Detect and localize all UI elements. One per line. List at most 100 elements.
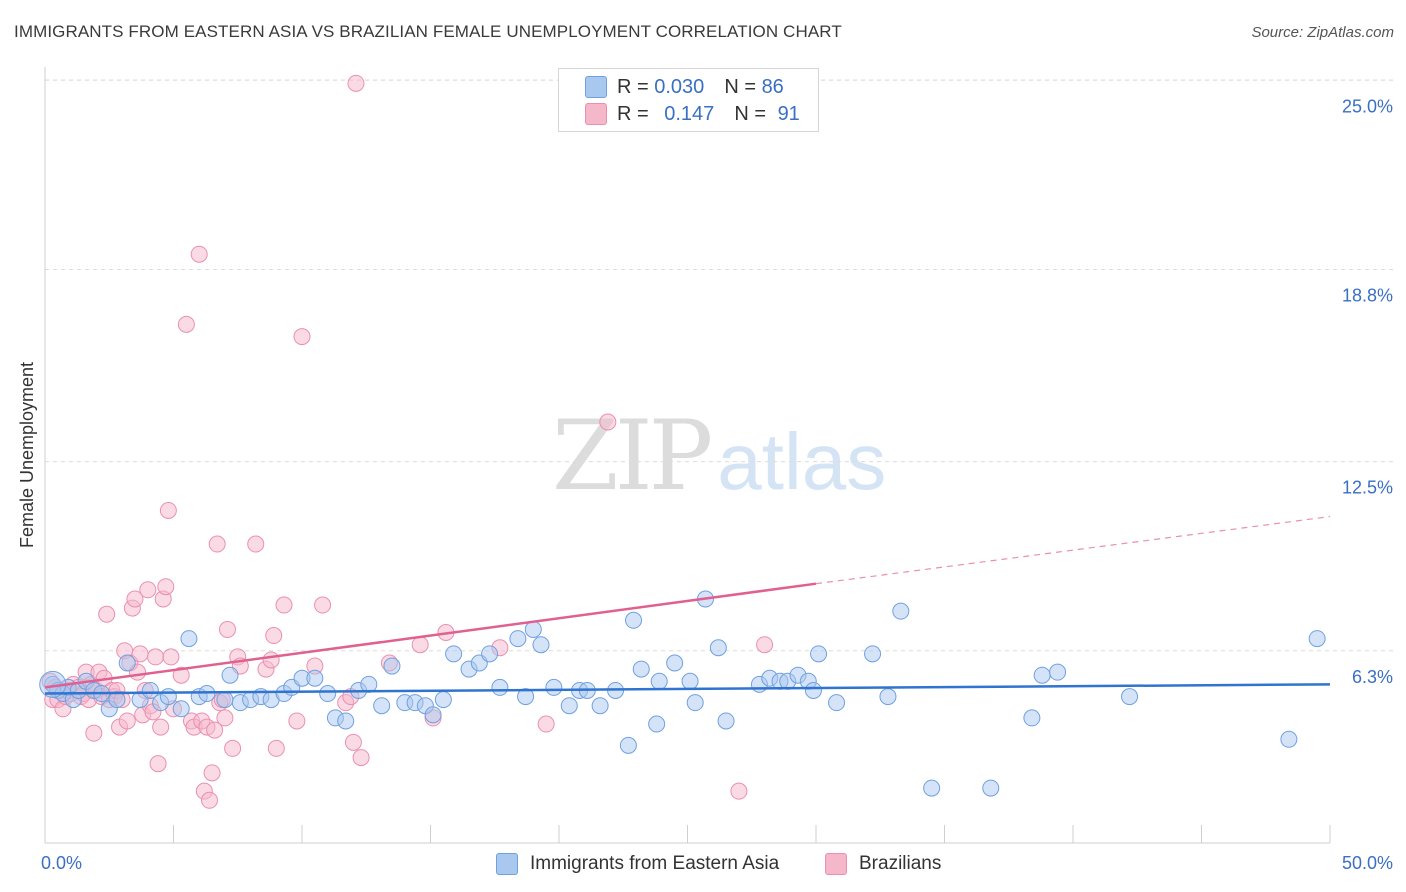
bottom-legend-eastern-asia: Immigrants from Eastern Asia [496, 851, 779, 877]
bottom-legend-label: Immigrants from Eastern Asia [530, 853, 780, 874]
data-point-eastern-asia [1121, 688, 1139, 706]
data-point-eastern-asia [108, 691, 126, 709]
trendline-eastern-asia [44, 683, 1331, 695]
data-point-brazilians [190, 245, 208, 263]
data-point-brazilians [147, 648, 165, 666]
data-point-eastern-asia [337, 712, 355, 730]
data-point-brazilians [200, 791, 218, 809]
y-tick-label: 6.3% [1352, 667, 1393, 687]
data-point-eastern-asia [118, 654, 136, 672]
data-point-eastern-asia [625, 611, 643, 629]
data-point-eastern-asia [524, 620, 542, 638]
data-point-brazilians [208, 535, 226, 553]
data-point-eastern-asia [619, 736, 637, 754]
data-point-eastern-asia [545, 678, 563, 696]
data-point-brazilians [265, 627, 283, 645]
data-point-brazilians [98, 605, 116, 623]
legend-r-value: 0.147 [664, 102, 715, 125]
data-point-brazilians [352, 749, 370, 767]
data-point-brazilians [177, 315, 195, 333]
data-point-eastern-asia [681, 672, 699, 690]
y-tick-label: 18.8% [1342, 285, 1393, 305]
data-point-eastern-asia [306, 669, 324, 687]
data-point-brazilians [139, 581, 157, 599]
data-point-brazilians [172, 666, 190, 684]
data-point-brazilians [126, 590, 144, 608]
data-point-eastern-asia [1049, 663, 1067, 681]
data-point-brazilians [347, 74, 365, 92]
data-point-eastern-asia [221, 666, 239, 684]
data-point-eastern-asia [632, 660, 650, 678]
data-point-brazilians [314, 596, 332, 614]
x-tick-label: 0.0% [41, 853, 82, 873]
chart-title: IMMIGRANTS FROM EASTERN ASIA VS BRAZILIA… [14, 22, 842, 41]
data-point-brazilians [288, 712, 306, 730]
y-tick-label: 12.5% [1342, 478, 1393, 498]
data-point-brazilians [85, 724, 103, 742]
x-tick-label: 50.0% [1342, 853, 1393, 873]
data-point-brazilians [216, 709, 234, 727]
legend-n-value: 91 [777, 102, 800, 125]
data-point-brazilians [411, 636, 429, 654]
legend-n-value: 86 [761, 75, 784, 98]
data-point-eastern-asia [810, 645, 828, 663]
data-point-brazilians [262, 651, 280, 669]
source-label: Source: ZipAtlas.com [1251, 24, 1394, 41]
data-point-eastern-asia [892, 602, 910, 620]
watermark-atlas: atlas [717, 417, 887, 506]
data-point-brazilians [344, 733, 362, 751]
data-point-brazilians [293, 328, 311, 346]
data-point-eastern-asia [445, 645, 463, 663]
data-point-eastern-asia [319, 685, 337, 703]
data-point-eastern-asia [509, 630, 527, 648]
data-point-brazilians [275, 596, 293, 614]
data-point-brazilians [149, 755, 167, 773]
data-point-brazilians [152, 718, 170, 736]
data-point-eastern-asia [879, 688, 897, 706]
legend-n-label: N = [724, 75, 762, 98]
data-point-eastern-asia [532, 636, 550, 654]
data-point-eastern-asia [1280, 730, 1298, 748]
legend-n-label: N = [734, 102, 772, 125]
data-point-eastern-asia [1308, 630, 1326, 648]
data-point-eastern-asia [159, 688, 177, 706]
trendline-brazilians-extension [815, 515, 1331, 585]
data-point-brazilians [730, 782, 748, 800]
data-point-brazilians [203, 764, 221, 782]
data-point-eastern-asia [1023, 709, 1041, 727]
data-point-eastern-asia [491, 678, 509, 696]
data-point-eastern-asia [481, 645, 499, 663]
legend-swatch-blue [585, 76, 607, 98]
data-point-eastern-asia [666, 654, 684, 672]
data-point-eastern-asia [180, 630, 198, 648]
series-brazilians [41, 74, 774, 809]
data-point-brazilians [247, 535, 265, 553]
watermark-zip: ZIP [552, 400, 713, 512]
data-point-eastern-asia [717, 712, 735, 730]
data-point-eastern-asia [650, 672, 668, 690]
data-point-brazilians [599, 413, 617, 431]
series-eastern-asia [44, 590, 1326, 797]
data-point-eastern-asia [709, 639, 727, 657]
correlation-legend: R = 0.030 N = 86 R = 0.147 N = 91 [558, 68, 819, 132]
data-point-eastern-asia [1033, 666, 1051, 684]
legend-r-label: R = [617, 102, 655, 125]
data-point-eastern-asia [591, 697, 609, 715]
data-point-eastern-asia [982, 779, 1000, 797]
data-point-eastern-asia [373, 697, 391, 715]
data-point-brazilians [157, 578, 175, 596]
data-point-eastern-asia [172, 700, 190, 718]
data-point-brazilians [206, 721, 224, 739]
data-point-brazilians [224, 739, 242, 757]
data-point-eastern-asia [648, 715, 666, 733]
bottom-legend-label: Brazilians [859, 853, 942, 874]
data-point-brazilians [159, 501, 177, 519]
y-axis-label: Female Unemployment [17, 362, 37, 548]
data-point-brazilians [218, 620, 236, 638]
legend-swatch-pink [585, 103, 607, 125]
trendline-brazilians [44, 582, 817, 689]
data-point-brazilians [267, 739, 285, 757]
data-point-eastern-asia [383, 657, 401, 675]
legend-r-label: R = [617, 75, 655, 98]
